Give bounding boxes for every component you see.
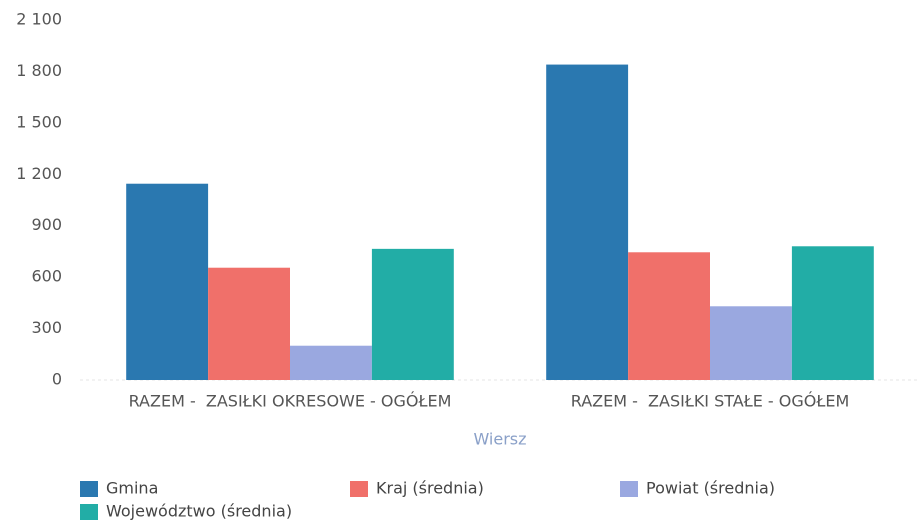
y-tick-label: 0 <box>52 370 62 389</box>
legend-label: Województwo (średnia) <box>106 502 292 521</box>
y-tick-label: 1 800 <box>16 61 62 80</box>
legend-marker <box>80 481 98 497</box>
legend-marker <box>80 504 98 520</box>
bar <box>290 345 372 380</box>
bar <box>546 64 629 381</box>
legend-marker <box>620 481 638 497</box>
legend-label: Kraj (średnia) <box>376 479 484 498</box>
bar <box>628 252 710 380</box>
legend-marker <box>350 481 368 497</box>
x-axis-title: Wiersz <box>473 430 526 449</box>
y-tick-label: 2 100 <box>16 10 62 29</box>
x-tick-label: RAZEM - ZASIŁKI STAŁE - OGÓŁEM <box>571 392 850 411</box>
legend-label: Powiat (średnia) <box>646 479 775 498</box>
legend-label: Gmina <box>106 479 158 498</box>
y-tick-label: 900 <box>31 215 62 234</box>
bar <box>208 267 290 380</box>
bar <box>710 306 792 380</box>
x-tick-label: RAZEM - ZASIŁKI OKRESOWE - OGÓŁEM <box>129 392 452 411</box>
y-tick-label: 600 <box>31 267 62 286</box>
y-tick-label: 300 <box>31 318 62 337</box>
bar <box>791 246 874 380</box>
y-tick-label: 1 500 <box>16 112 62 131</box>
bar <box>126 183 209 380</box>
bar <box>371 248 454 380</box>
y-tick-label: 1 200 <box>16 164 62 183</box>
